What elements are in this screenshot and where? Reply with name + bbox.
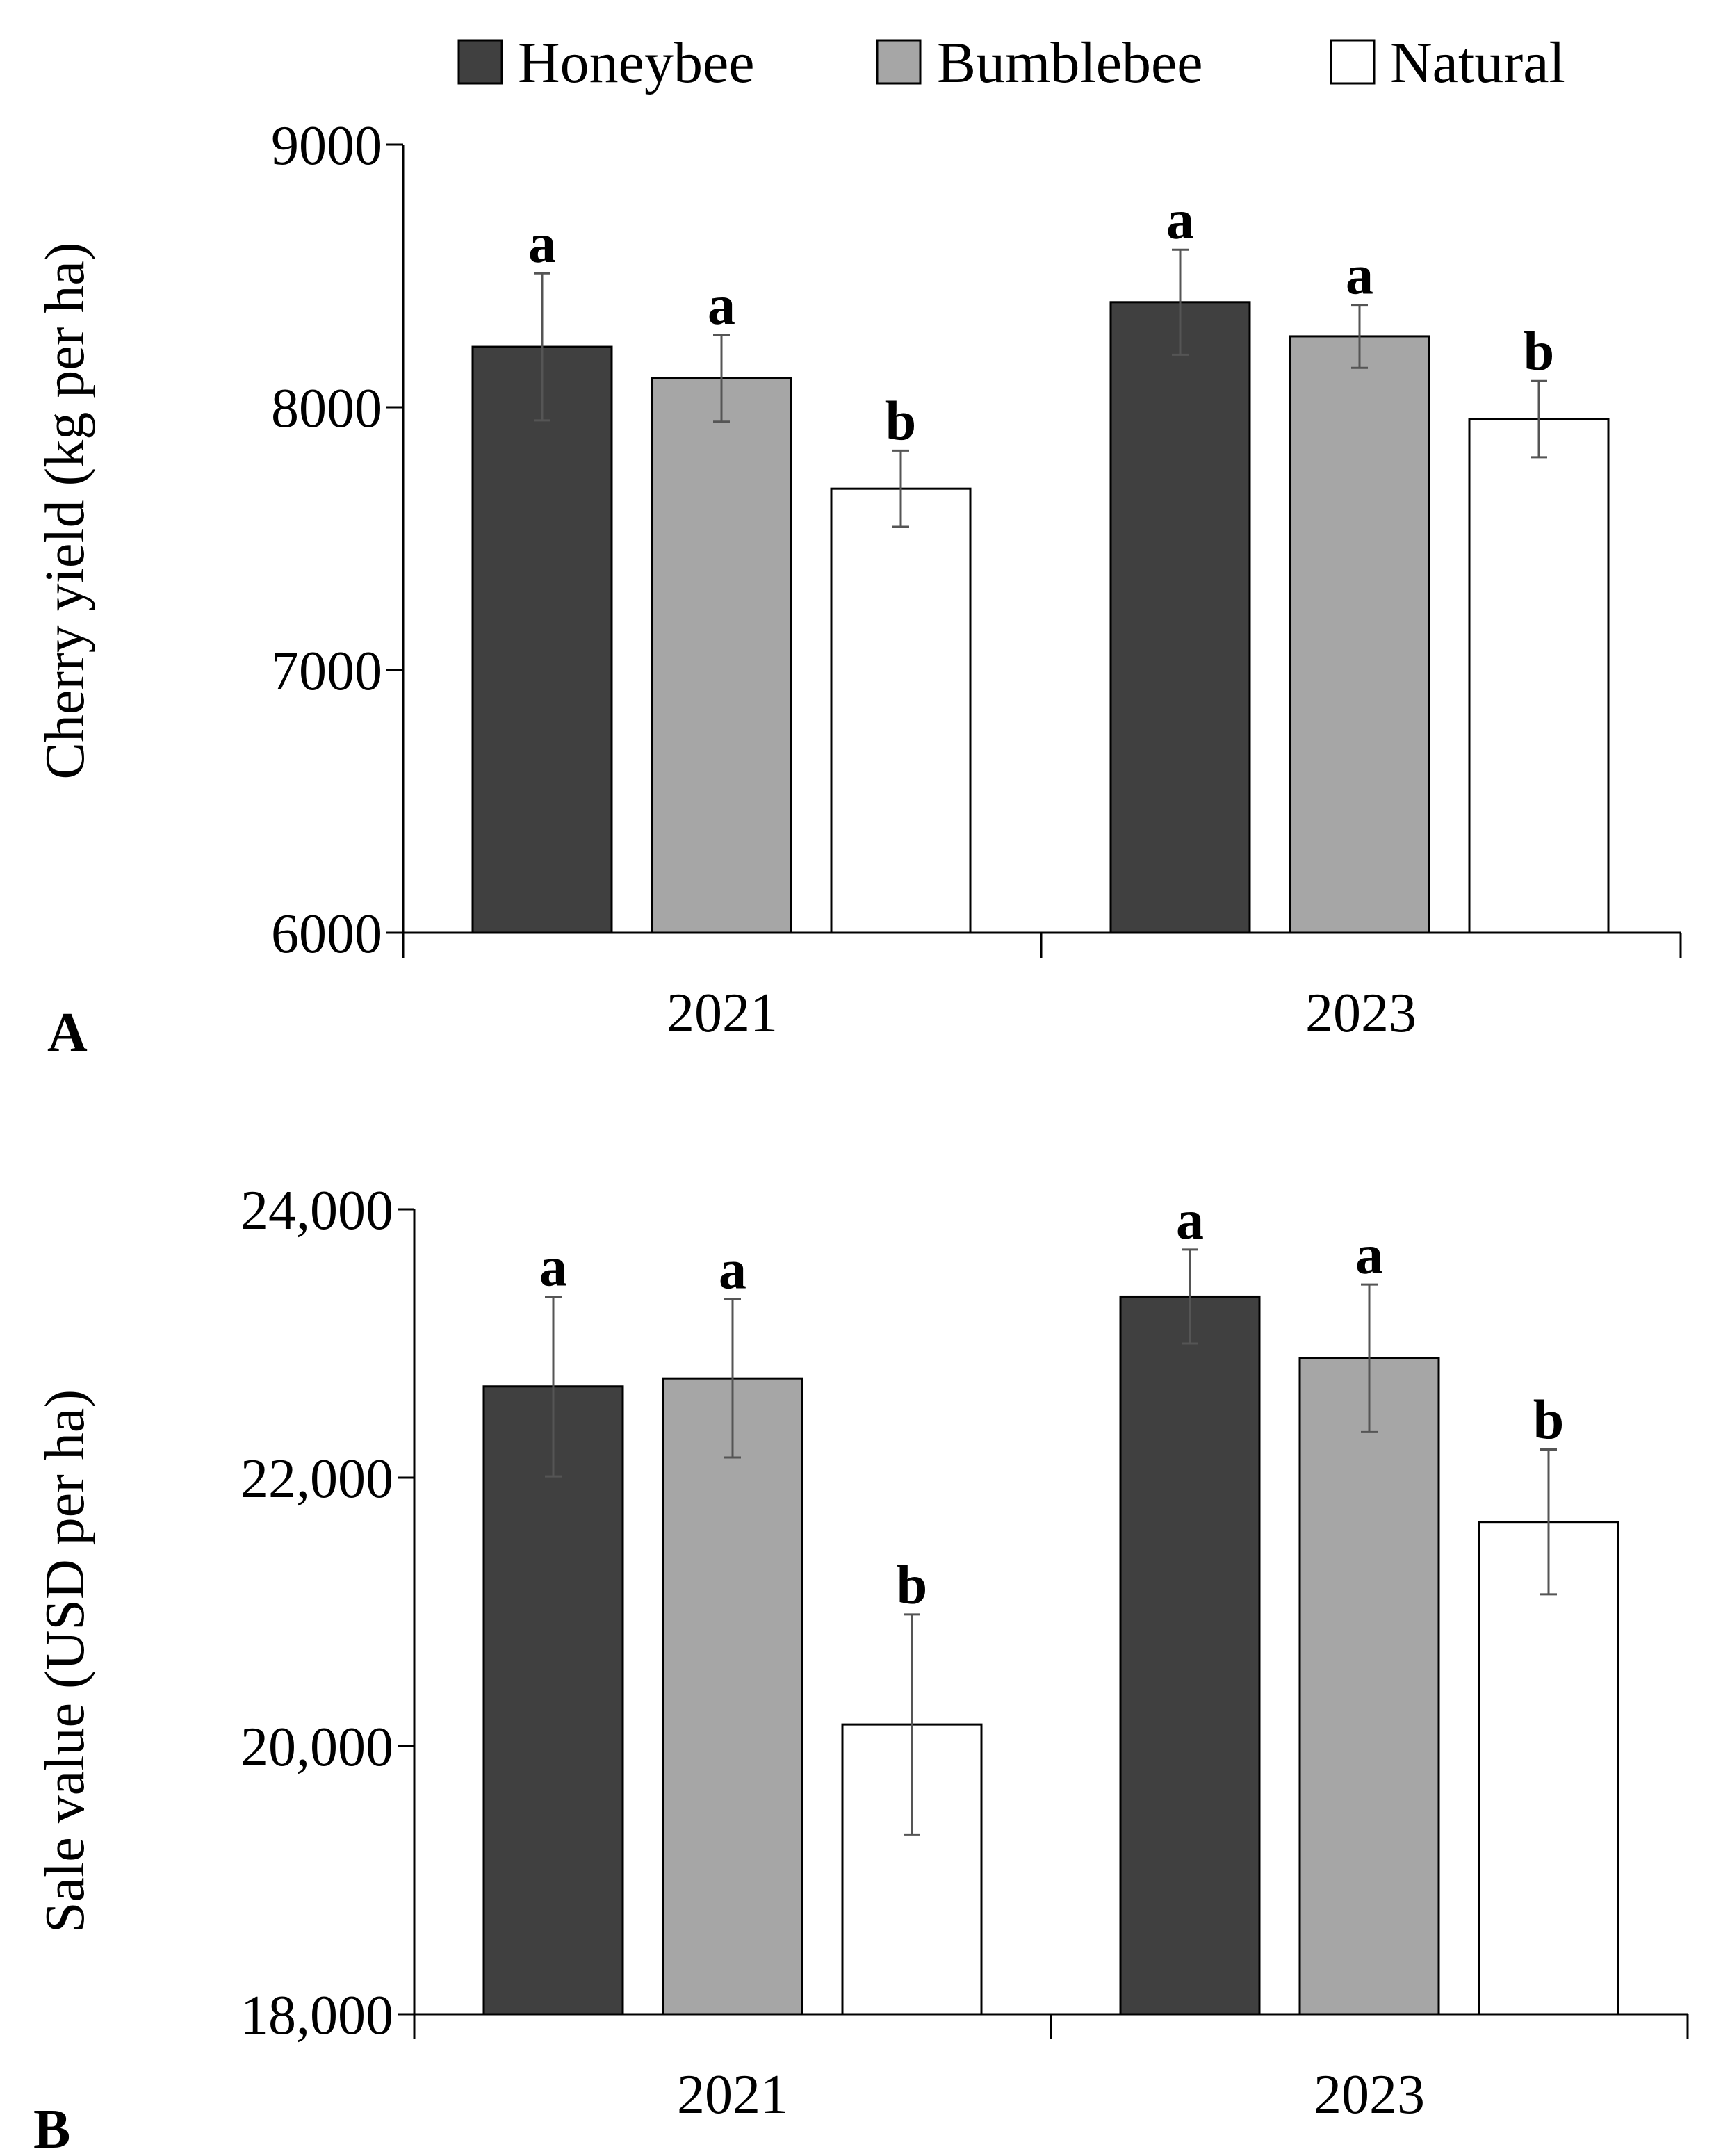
panel-label-b: B	[33, 2099, 70, 2156]
significance-letter-bumblebee-2021: a	[708, 275, 735, 336]
significance-letter-natural-2021: b	[885, 391, 917, 452]
significance-letter-bumblebee-2021: a	[719, 1239, 746, 1300]
significance-letter-bumblebee-2023: a	[1355, 1225, 1383, 1286]
legend-swatch-honeybee	[457, 39, 503, 85]
y-tick-label: 6000	[271, 904, 382, 965]
y-axis-title: Cherry yield (kg per ha)	[35, 242, 96, 779]
bar-bumblebee-2021	[651, 377, 792, 934]
legend-swatch-natural	[1330, 39, 1376, 85]
x-category-label-2023: 2023	[1314, 2064, 1425, 2125]
legend-swatch-bumblebee	[876, 39, 922, 85]
y-tick-label: 22,000	[240, 1448, 393, 1510]
panel-a-yield-chart: Cherry yield (kg per ha) A a a a a b b 6000 700…	[35, 115, 1682, 1063]
panel-b-sale-value-chart: Sale value (USD per ha) B a a a a b b 18,000 20…	[33, 1180, 1689, 2156]
significance-letter-honeybee-2021: a	[528, 213, 556, 275]
legend-label-bumblebee: Bumblebee	[937, 31, 1203, 95]
x-category-label-2021: 2021	[677, 2064, 788, 2125]
bar-natural-2021	[830, 487, 972, 934]
bar-bumblebee-2023	[1298, 1357, 1440, 2016]
significance-letter-honeybee-2023: a	[1176, 1190, 1204, 1251]
bar-natural-2023	[1468, 418, 1610, 934]
y-axis-title: Sale value (USD per ha)	[35, 1389, 96, 1933]
significance-letter-natural-2023: b	[1533, 1389, 1565, 1451]
panel-label-a: A	[47, 1002, 88, 1063]
significance-letter-bumblebee-2023: a	[1346, 245, 1373, 307]
y-tick-label: 24,000	[240, 1180, 393, 1241]
significance-letter-natural-2021: b	[897, 1555, 928, 1616]
y-tick-label: 9000	[271, 115, 382, 177]
bar-bumblebee-2021	[662, 1377, 803, 2016]
bar-bumblebee-2023	[1289, 335, 1430, 934]
bar-honeybee-2021	[471, 345, 613, 934]
x-category-label-2023: 2023	[1305, 983, 1417, 1044]
y-tick-label: 18,000	[240, 1985, 393, 2046]
bar-honeybee-2023	[1119, 1295, 1261, 2016]
bar-honeybee-2021	[482, 1385, 624, 2016]
y-tick-label: 7000	[271, 641, 382, 702]
y-tick-label: 20,000	[240, 1717, 393, 1778]
bar-honeybee-2023	[1109, 301, 1251, 934]
legend: Honeybee Bumblebee Natural	[457, 31, 1565, 95]
significance-letter-honeybee-2021: a	[539, 1236, 567, 1298]
significance-letter-natural-2023: b	[1524, 321, 1555, 382]
x-category-label-2021: 2021	[667, 983, 778, 1044]
legend-label-natural: Natural	[1390, 31, 1565, 95]
significance-letter-honeybee-2023: a	[1166, 190, 1194, 251]
legend-label-honeybee: Honeybee	[518, 31, 755, 95]
y-tick-label: 8000	[271, 378, 382, 439]
bar-natural-2023	[1478, 1521, 1619, 2016]
